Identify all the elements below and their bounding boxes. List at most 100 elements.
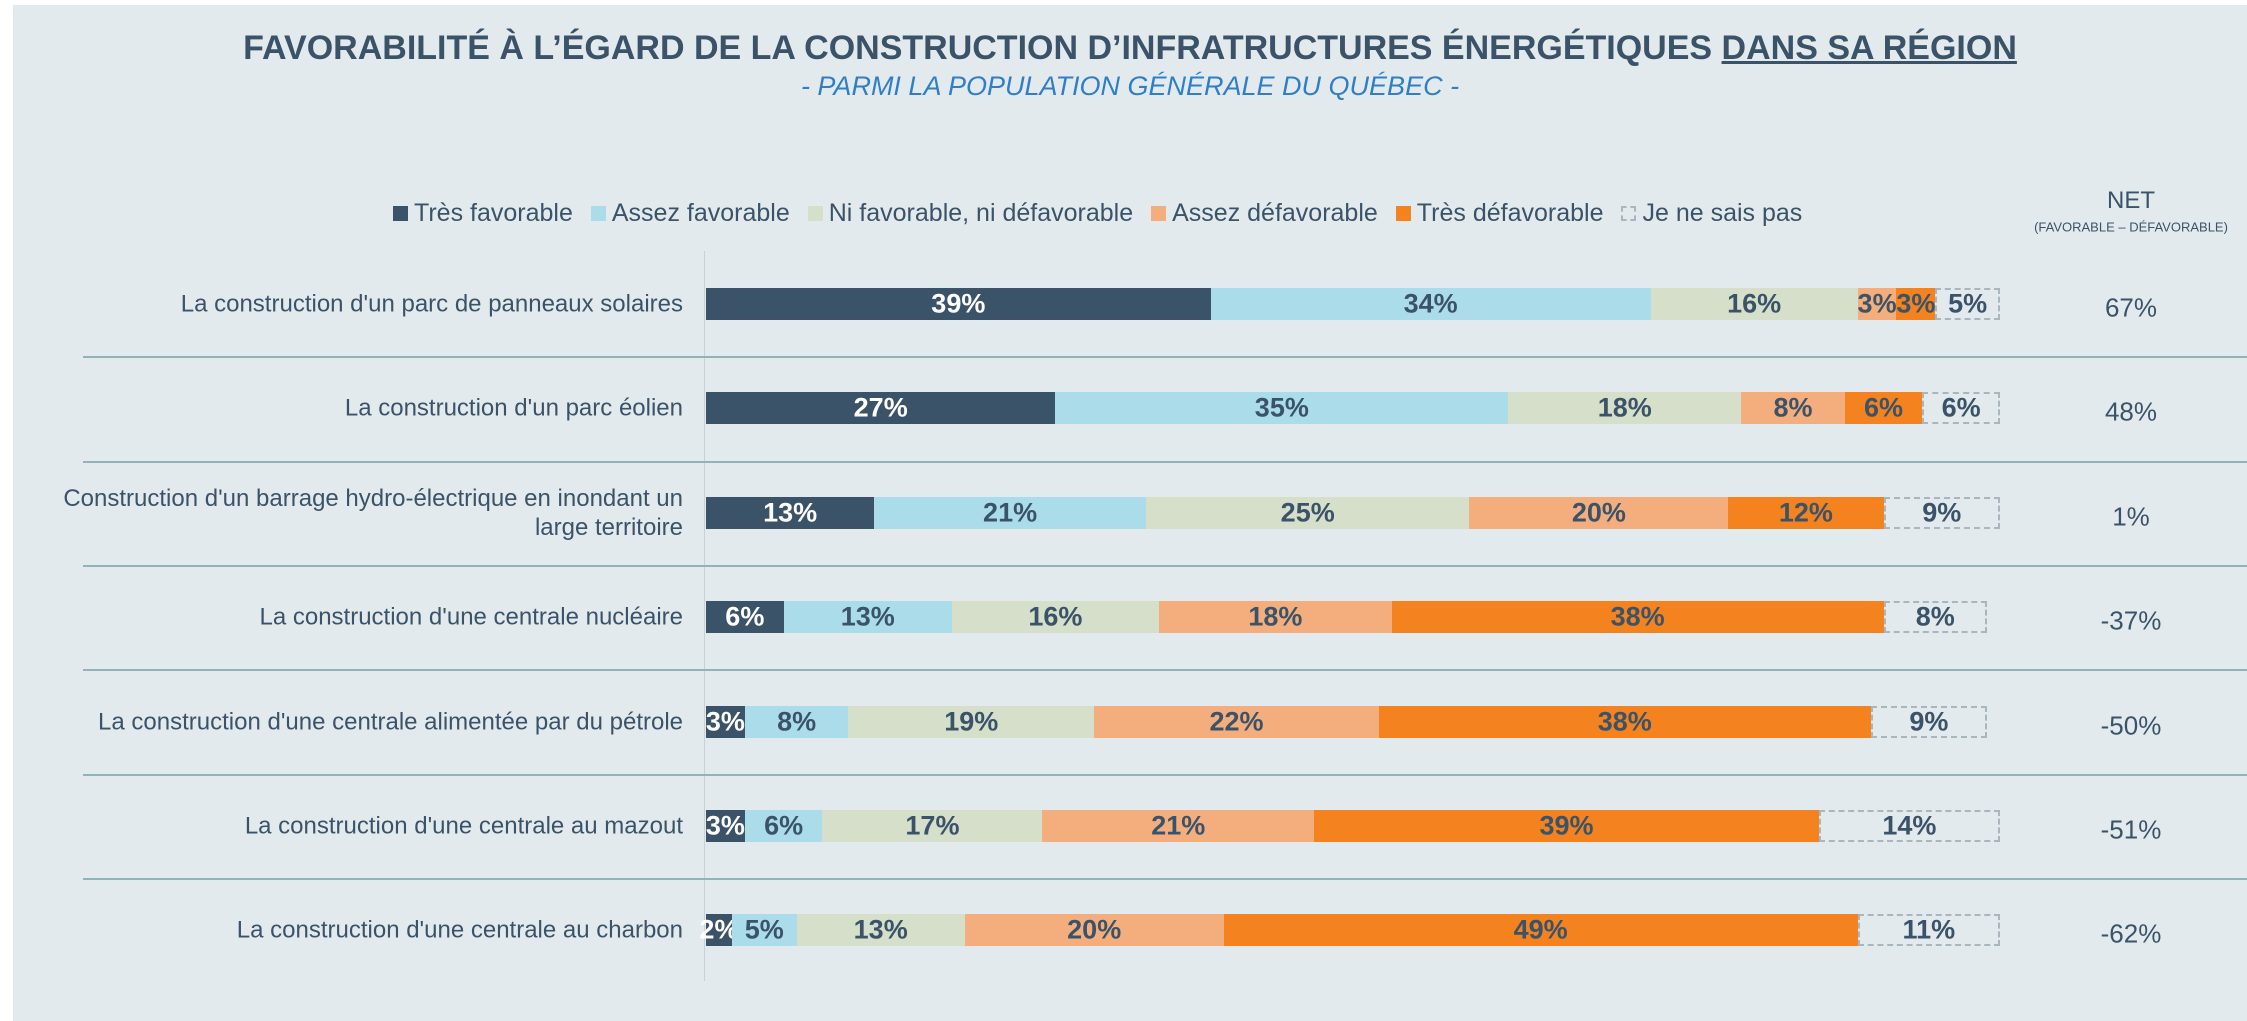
- bar-segment: [1055, 392, 1509, 425]
- net-value: 48%: [2104, 396, 2158, 427]
- bar-segment: [1210, 288, 1651, 320]
- bar-segment: [1650, 288, 1858, 320]
- net-value: 67%: [2104, 292, 2158, 323]
- bar-segment: [783, 601, 952, 634]
- data-label: 21%: [983, 497, 1038, 528]
- bar-segment: [706, 496, 875, 529]
- data-label: 20%: [1571, 497, 1626, 528]
- data-label: 9%: [1922, 497, 1962, 528]
- data-label: 22%: [1209, 706, 1264, 737]
- data-label: 14%: [1882, 810, 1937, 841]
- data-label: 9%: [1909, 706, 1949, 737]
- data-label: 20%: [1067, 914, 1122, 945]
- bar-segment: [1314, 810, 1819, 842]
- data-label: 8%: [777, 706, 817, 737]
- data-label: 39%: [931, 288, 986, 319]
- bar-segment: [848, 705, 1095, 738]
- net-title: NET: [2107, 187, 2155, 214]
- data-label: 6%: [725, 601, 765, 632]
- bar-segment: [1883, 601, 1988, 634]
- net-subtitle: (FAVORABLE – DÉFAVORABLE): [2034, 219, 2228, 235]
- chart-title-underlined: DANS SA RÉGION: [1721, 29, 2017, 67]
- data-label: 3%: [1896, 288, 1936, 319]
- bar-segment: [1391, 601, 1884, 634]
- row-separator: [83, 669, 2247, 672]
- bar-segment: [731, 914, 797, 947]
- data-label: 16%: [1028, 601, 1083, 632]
- bar-segment: [874, 496, 1146, 529]
- legend-label: Très défavorable: [1416, 199, 1604, 227]
- row-separator: [83, 565, 2247, 567]
- data-label: 8%: [1915, 601, 1955, 632]
- legend-swatch: [1621, 206, 1637, 221]
- category-label: La construction d'une centrale alimentée…: [98, 708, 683, 736]
- data-label: 8%: [1773, 392, 1813, 423]
- row-separator: [83, 773, 2247, 776]
- net-value: -51%: [2100, 814, 2162, 845]
- bar-segment: [706, 810, 745, 842]
- net-value: 1%: [2112, 501, 2150, 532]
- net-value: -37%: [2100, 605, 2162, 636]
- bar-segment: [1857, 288, 1897, 320]
- bar-segment: [744, 705, 849, 738]
- category-label: Construction d'un barrage hydro-électriq…: [63, 484, 683, 541]
- data-label: 6%: [764, 810, 804, 841]
- data-label: 19%: [944, 706, 999, 737]
- data-label: 39%: [1539, 810, 1594, 841]
- category-label: La construction d'une centrale au mazout: [244, 812, 683, 840]
- bar-segment: [1935, 288, 2000, 320]
- legend-item: Très favorable: [393, 199, 573, 228]
- axis-line: [704, 251, 705, 981]
- legend-item: Assez favorable: [590, 199, 790, 228]
- data-label: 35%: [1254, 392, 1309, 423]
- legend: Très favorable Assez favorable Ni favorabl…: [393, 199, 1802, 228]
- bar-segment: [1728, 496, 1884, 529]
- data-label: 21%: [1151, 810, 1206, 841]
- bar-segment: [706, 392, 1056, 425]
- category-label: La construction d'un parc éolien: [344, 394, 683, 422]
- legend-label: Ni favorable, ni défavorable: [828, 199, 1134, 227]
- data-label: 27%: [853, 392, 908, 423]
- bar-segment: [796, 914, 965, 947]
- bar-segment: [706, 601, 784, 634]
- bar-segment: [1922, 392, 2000, 425]
- legend-label: Je ne sais pas: [1642, 199, 1803, 227]
- data-label: 11%: [1902, 914, 1956, 945]
- data-label: 18%: [1248, 601, 1303, 632]
- data-label: 13%: [840, 601, 895, 632]
- category-label: La construction d'une centrale au charbo…: [236, 916, 683, 944]
- data-label: 6%: [1864, 392, 1904, 423]
- bar-segment: [1158, 601, 1392, 634]
- chart-title-block: FAVORABILITÉ À L’ÉGARD DE LA CONSTRUCTIO…: [13, 29, 2247, 68]
- legend-label: Assez défavorable: [1172, 199, 1378, 227]
- bar-segment: [964, 914, 1224, 947]
- bar-segment: [706, 705, 745, 738]
- bar-segment: [1223, 914, 1858, 947]
- bar-segment: [1896, 288, 1936, 320]
- bar-segment: [822, 810, 1043, 842]
- data-label: 25%: [1280, 497, 1335, 528]
- legend-item: Je ne sais pas: [1621, 199, 1802, 228]
- data-label: 49%: [1513, 914, 1568, 945]
- data-label: 6%: [1941, 392, 1981, 423]
- bar-segment: [1857, 914, 2000, 947]
- row-separator: [83, 460, 2247, 463]
- data-label: 5%: [744, 914, 784, 945]
- chart-title: FAVORABILITÉ À L’ÉGARD DE LA CONSTRUCTIO…: [243, 29, 1713, 67]
- category-label: La construction d'une centrale nucléaire: [259, 603, 683, 631]
- bar-segment: [706, 914, 732, 947]
- bar-segment: [951, 601, 1159, 634]
- legend-swatch: [590, 206, 606, 221]
- legend-item: Assez défavorable: [1151, 199, 1378, 228]
- bar-segment: [1741, 392, 1845, 425]
- bar-segment: [1818, 810, 2000, 842]
- data-label: 18%: [1597, 392, 1652, 423]
- bar-segment: [1870, 705, 1988, 738]
- bar-segment: [1844, 392, 1923, 425]
- chart-subtitle: - PARMI LA POPULATION GÉNÉRALE DU QUÉBEC…: [800, 71, 1460, 101]
- row-separator: [83, 356, 2247, 359]
- data-label: 13%: [763, 497, 818, 528]
- bar-segment: [1145, 496, 1470, 529]
- data-label: 5%: [1948, 288, 1988, 319]
- net-value: -50%: [2100, 710, 2162, 741]
